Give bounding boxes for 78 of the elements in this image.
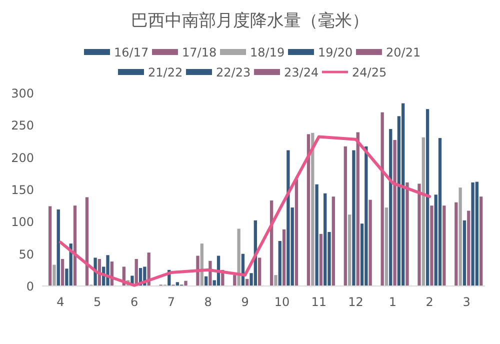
y-tick-label: 200 <box>11 150 34 165</box>
x-tick-label: 3 <box>462 295 470 309</box>
line-series <box>58 135 432 287</box>
bar <box>258 258 262 286</box>
bar <box>52 264 56 286</box>
y-tick-label: 250 <box>11 118 34 133</box>
bar <box>406 182 409 286</box>
bar <box>475 182 478 286</box>
bar <box>315 184 318 286</box>
bar <box>278 240 282 286</box>
legend-label: 23/24 <box>284 66 319 80</box>
y-tick-label: 300 <box>11 86 34 100</box>
bar <box>332 196 335 286</box>
chart-title: 巴西中南部月度降水量（毫米） <box>131 11 369 31</box>
x-tick-label: 8 <box>204 295 212 309</box>
bar <box>85 197 89 286</box>
bar <box>454 202 458 286</box>
bar <box>438 138 442 286</box>
bar <box>352 150 356 286</box>
legend-label: 20/21 <box>386 46 421 60</box>
x-tick-label: 2 <box>426 295 434 309</box>
bar <box>389 129 392 286</box>
bar <box>56 209 60 286</box>
bar <box>311 132 314 286</box>
legend-label: 17/18 <box>182 46 217 60</box>
x-tick-label: 4 <box>56 295 64 309</box>
bar <box>73 206 77 286</box>
legend-label: 22/23 <box>216 66 251 80</box>
bar <box>344 146 347 286</box>
bar <box>286 150 290 286</box>
bar <box>48 206 52 286</box>
bar <box>442 206 446 286</box>
bar <box>348 214 352 286</box>
y-tick-label: 100 <box>11 215 34 230</box>
bar <box>393 140 396 286</box>
bar <box>462 220 466 286</box>
bar <box>384 208 388 286</box>
bar <box>147 252 150 286</box>
x-tick-label: 11 <box>311 295 327 309</box>
x-tick-label: 9 <box>241 295 249 309</box>
bar <box>418 184 421 286</box>
bar <box>480 196 483 286</box>
bar <box>364 146 368 286</box>
bar <box>467 210 470 286</box>
legend-label: 21/22 <box>148 66 183 80</box>
bar <box>319 234 323 286</box>
bar <box>282 229 286 286</box>
bar <box>380 112 384 286</box>
y-tick-label: 150 <box>11 183 34 197</box>
bar <box>294 179 298 286</box>
bar <box>196 256 200 286</box>
x-tick-label: 1 <box>388 295 397 309</box>
bar <box>458 188 462 286</box>
bar <box>184 280 188 286</box>
y-tick-label: 0 <box>26 280 34 294</box>
bar <box>368 200 372 286</box>
legend-label: 24/25 <box>352 66 387 80</box>
bar <box>430 206 434 286</box>
bar <box>233 275 236 286</box>
x-tick-label: 7 <box>167 295 176 309</box>
x-tick-label: 12 <box>348 295 364 309</box>
bar <box>306 134 310 286</box>
bar <box>237 228 240 286</box>
bar <box>402 103 405 286</box>
legend-label: 19/20 <box>318 46 353 60</box>
legend-label: 16/17 <box>114 46 149 60</box>
x-tick-label: 10 <box>274 295 290 309</box>
bar <box>60 258 64 286</box>
x-tick-label: 5 <box>94 295 102 309</box>
bar <box>471 182 474 286</box>
legend-label: 18/19 <box>250 46 285 60</box>
bar <box>422 137 425 286</box>
bar <box>426 109 430 286</box>
x-tick-label: 6 <box>130 295 138 309</box>
y-tick-label: 50 <box>18 247 34 262</box>
bar <box>274 275 278 286</box>
bar <box>356 132 360 286</box>
bar <box>324 193 327 286</box>
